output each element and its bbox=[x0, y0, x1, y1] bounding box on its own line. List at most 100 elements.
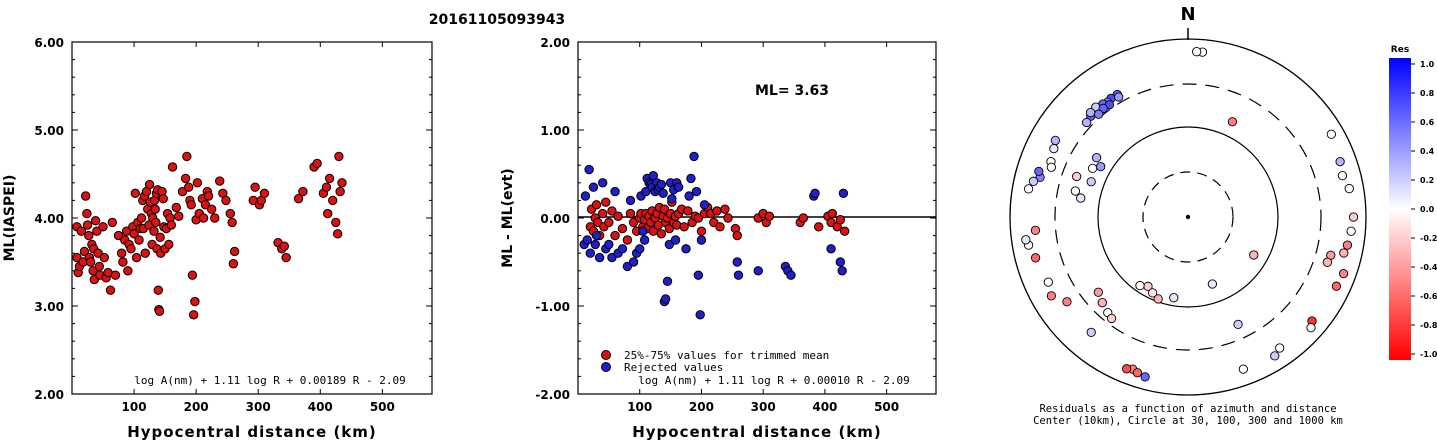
rejected-point bbox=[786, 270, 796, 280]
y-tick-label: 0.00 bbox=[540, 212, 570, 226]
rejected-point bbox=[826, 244, 836, 254]
rejected-point bbox=[597, 178, 608, 188]
colorbar-title: Res bbox=[1391, 45, 1409, 55]
rejected-point bbox=[638, 226, 648, 236]
data-point bbox=[126, 244, 136, 254]
colorbar-tick-label: 0.2 bbox=[1420, 176, 1434, 185]
accepted-point bbox=[610, 230, 620, 241]
data-point bbox=[149, 226, 159, 236]
data-point bbox=[107, 217, 118, 228]
ring-100km bbox=[1097, 126, 1279, 308]
rejected-point bbox=[639, 235, 650, 245]
rejected-point bbox=[670, 235, 681, 245]
rejected-point bbox=[585, 248, 596, 258]
data-point bbox=[123, 266, 133, 276]
data-point bbox=[324, 173, 335, 184]
accepted-point bbox=[597, 208, 608, 219]
data-point bbox=[321, 182, 332, 192]
data-point bbox=[118, 257, 128, 267]
data-point bbox=[229, 246, 240, 257]
data-point bbox=[153, 285, 163, 295]
station-marker bbox=[1034, 166, 1044, 177]
x-tick-label: 500 bbox=[874, 400, 899, 414]
rejected-point bbox=[810, 188, 820, 199]
legend-label-rejected: Rejected values bbox=[624, 361, 723, 374]
rejected-point bbox=[693, 270, 704, 280]
rejected-point bbox=[635, 244, 645, 254]
data-point bbox=[210, 213, 220, 223]
station-marker bbox=[1238, 364, 1249, 374]
rejected-point bbox=[658, 188, 668, 199]
polar-caption-line2: Center (10km), Circle at 30, 100, 300 an… bbox=[1033, 415, 1343, 427]
station-marker bbox=[1326, 129, 1337, 139]
station-marker bbox=[1023, 184, 1034, 194]
station-marker bbox=[1096, 161, 1106, 172]
y-tick-label: 1.00 bbox=[540, 124, 570, 138]
colorbar-tick-label: -0.6 bbox=[1420, 292, 1437, 301]
data-point bbox=[93, 248, 103, 258]
rejected-point bbox=[604, 239, 614, 250]
panel1-ticks: 100 200 300 400 500 2.00 3.00 4.00 5.00 6.00 bbox=[34, 36, 432, 414]
rejected-point bbox=[656, 179, 667, 190]
ring-300km bbox=[1054, 83, 1322, 351]
data-point bbox=[116, 248, 127, 258]
data-point bbox=[206, 204, 217, 214]
rejected-point bbox=[733, 270, 744, 280]
station-marker bbox=[1192, 47, 1202, 57]
station-marker bbox=[1346, 226, 1356, 236]
station-marker bbox=[1153, 294, 1163, 304]
rejected-point bbox=[732, 257, 742, 267]
station-marker bbox=[1028, 176, 1039, 186]
accepted-point bbox=[798, 213, 808, 223]
station-marker bbox=[1135, 280, 1145, 291]
data-point bbox=[215, 176, 225, 186]
station-marker bbox=[1043, 277, 1053, 287]
polar-caption-line1: Residuals as a function of azimuth and d… bbox=[1039, 403, 1336, 415]
data-point bbox=[188, 310, 199, 320]
data-point bbox=[298, 186, 308, 197]
rejected-point bbox=[582, 235, 592, 245]
station-marker bbox=[1331, 281, 1342, 291]
panel1-frame bbox=[71, 41, 433, 395]
ring-1000km bbox=[1009, 38, 1367, 396]
data-point bbox=[76, 226, 87, 236]
data-point bbox=[174, 211, 184, 221]
x-tick-label: 500 bbox=[370, 400, 395, 414]
colorbar-tick-label: -0.8 bbox=[1420, 321, 1437, 330]
data-point bbox=[129, 229, 139, 239]
station-marker bbox=[1030, 253, 1041, 263]
accepted-point bbox=[723, 213, 733, 223]
rejected-point bbox=[691, 186, 702, 197]
station-marker bbox=[1132, 368, 1143, 378]
data-point bbox=[180, 173, 191, 184]
data-point bbox=[84, 230, 94, 241]
data-point bbox=[166, 220, 177, 230]
station-marker bbox=[1072, 171, 1082, 182]
rejected-point bbox=[588, 182, 599, 192]
x-tick-label: 400 bbox=[812, 400, 837, 414]
rejected-point bbox=[686, 173, 696, 184]
rejected-point bbox=[689, 151, 699, 162]
rejected-point bbox=[628, 257, 639, 267]
station-marker bbox=[1091, 153, 1102, 163]
legend-marker-accepted bbox=[601, 350, 611, 360]
station-marker bbox=[1249, 250, 1259, 260]
accepted-point bbox=[839, 226, 850, 236]
rejected-point bbox=[580, 191, 591, 201]
data-point bbox=[279, 241, 289, 251]
data-point bbox=[183, 182, 194, 192]
rejected-point bbox=[594, 252, 605, 263]
panel-ml-iaspei: ML(IASPEI) Hypocentral distance (km) log… bbox=[2, 36, 433, 441]
colorbar-tick-label: -0.2 bbox=[1420, 234, 1437, 243]
panel-polar: N Residuals as a function of azimuth and… bbox=[1009, 4, 1367, 427]
data-point bbox=[203, 191, 214, 201]
rejected-point bbox=[684, 191, 694, 201]
data-point bbox=[88, 266, 98, 276]
station-marker bbox=[1062, 297, 1072, 307]
accepted-point bbox=[625, 208, 636, 219]
data-point bbox=[327, 195, 338, 206]
station-marker bbox=[1086, 177, 1096, 187]
rejected-point bbox=[837, 266, 847, 276]
panel2-ylabel: ML - ML(evt) bbox=[500, 168, 516, 267]
